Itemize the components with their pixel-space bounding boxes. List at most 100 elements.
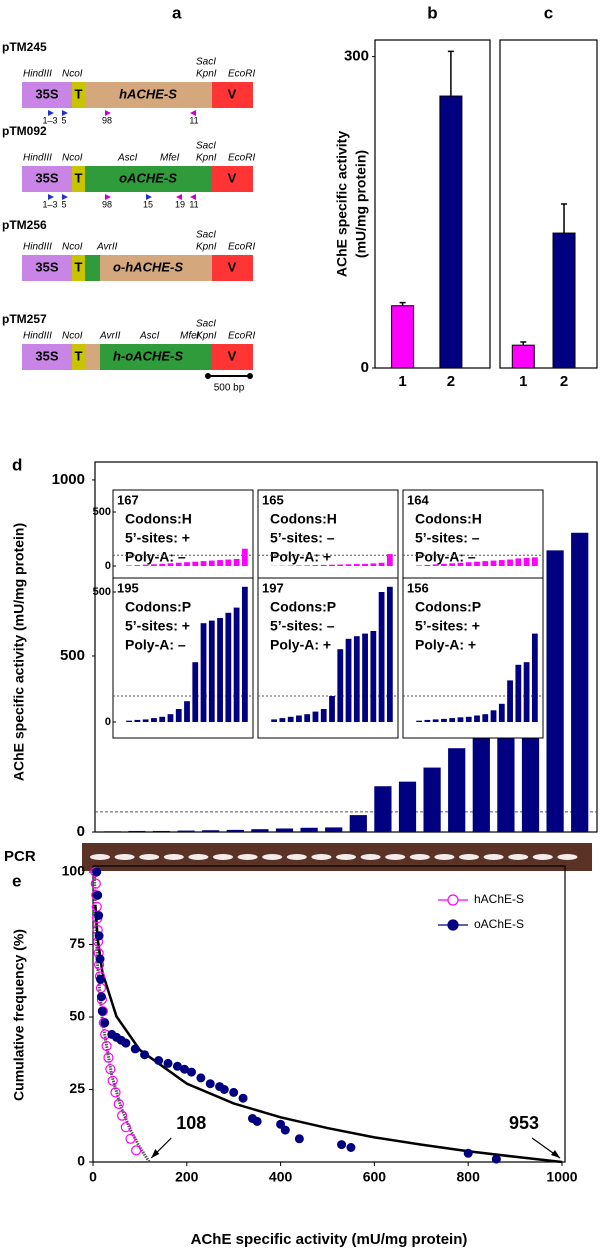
bar bbox=[279, 718, 286, 722]
data-point bbox=[91, 901, 102, 912]
primer-label: 98 bbox=[102, 199, 112, 209]
bar bbox=[439, 95, 463, 369]
restriction-site: AscI bbox=[117, 153, 138, 164]
gel-band bbox=[385, 854, 406, 860]
bar bbox=[424, 564, 431, 566]
gel-band bbox=[163, 854, 184, 860]
promoter bbox=[22, 82, 72, 108]
gel-band bbox=[459, 854, 479, 860]
restriction-site: KpnI bbox=[196, 153, 217, 164]
inset-text: Codons:H bbox=[415, 511, 482, 527]
bar bbox=[571, 532, 589, 832]
bar bbox=[304, 565, 311, 566]
restriction-site: HindIII bbox=[23, 242, 52, 253]
data-point bbox=[229, 1087, 239, 1097]
terminator bbox=[212, 344, 253, 370]
inset-text: 5’-sites: + bbox=[125, 530, 190, 546]
restriction-site: NcoI bbox=[62, 331, 83, 342]
primer-label: 19 bbox=[175, 199, 185, 209]
y-tick-label: 500 bbox=[93, 506, 111, 518]
restriction-site: HindIII bbox=[23, 153, 52, 164]
bar bbox=[498, 560, 505, 566]
gel-band bbox=[237, 854, 258, 860]
bar bbox=[151, 718, 157, 722]
bar bbox=[416, 720, 423, 722]
annotation: 953 bbox=[509, 1113, 539, 1133]
data-point bbox=[130, 1044, 140, 1054]
primer-label: 11 bbox=[189, 115, 198, 125]
restriction-site: NcoI bbox=[62, 242, 83, 253]
y-tick-label: 50 bbox=[69, 1008, 85, 1024]
restriction-site: AvrII bbox=[99, 331, 121, 342]
data-point bbox=[121, 1038, 131, 1048]
bar bbox=[159, 563, 166, 566]
bar bbox=[531, 557, 538, 566]
primer-arrow bbox=[48, 194, 54, 200]
scale-end bbox=[205, 373, 211, 379]
bar bbox=[287, 716, 294, 722]
gene-label: o-hACHE-S bbox=[113, 259, 183, 274]
bar bbox=[177, 830, 195, 832]
annotation-arrowhead bbox=[551, 1150, 560, 1158]
bar bbox=[192, 561, 199, 566]
annotation-arrowhead bbox=[151, 1149, 160, 1158]
bar bbox=[233, 607, 240, 722]
promoter-label: 35S bbox=[35, 86, 58, 101]
bar bbox=[441, 563, 447, 566]
data-point bbox=[116, 1110, 128, 1121]
restriction-site: EcoRI bbox=[228, 69, 255, 80]
data-point bbox=[280, 1125, 290, 1135]
restriction-site: SacI bbox=[196, 319, 216, 330]
data-point bbox=[131, 1145, 142, 1156]
inset-text: Codons:P bbox=[415, 599, 481, 615]
inset-text: Codons:H bbox=[125, 511, 192, 527]
data-point bbox=[219, 1085, 229, 1094]
bar bbox=[126, 565, 133, 566]
bar bbox=[498, 703, 505, 722]
bar bbox=[167, 563, 174, 566]
data-point bbox=[101, 1040, 112, 1052]
bar bbox=[128, 830, 146, 832]
bar bbox=[432, 719, 439, 722]
restriction-site: MfeI bbox=[180, 331, 200, 342]
data-point bbox=[154, 1056, 164, 1065]
primer-arrow bbox=[190, 194, 196, 200]
panel-label: a bbox=[172, 3, 182, 22]
gel-band bbox=[434, 854, 455, 860]
error-bar bbox=[561, 203, 568, 234]
gel-band bbox=[360, 854, 381, 860]
gel-band bbox=[557, 854, 578, 860]
terminator-label: V bbox=[228, 86, 237, 101]
restriction-site: SacI bbox=[196, 141, 216, 152]
primer-arrow bbox=[105, 110, 111, 116]
panel-label: d bbox=[12, 455, 22, 474]
leader bbox=[72, 344, 85, 370]
bar bbox=[515, 558, 522, 566]
gene-segment bbox=[100, 344, 212, 370]
y-axis-label: AChE specific activity bbox=[334, 131, 350, 277]
gel-band bbox=[213, 854, 233, 860]
bar bbox=[349, 815, 367, 832]
legend-label: hAChE-S bbox=[474, 892, 524, 906]
gel-band bbox=[508, 854, 529, 860]
bar bbox=[300, 827, 318, 832]
terminator-label: V bbox=[228, 170, 237, 185]
x-tick-label: 600 bbox=[363, 1169, 387, 1185]
x-tick-label: 1000 bbox=[546, 1169, 577, 1185]
promoter bbox=[22, 344, 72, 370]
promoter-label: 35S bbox=[35, 170, 58, 185]
bar bbox=[329, 696, 335, 722]
construct-name: pTM257 bbox=[2, 312, 47, 326]
bar bbox=[225, 612, 232, 722]
x-tick-label: 2 bbox=[560, 373, 568, 390]
scale-bar-label: 500 bp bbox=[214, 383, 245, 394]
inset-text: Poly-A: – bbox=[125, 549, 186, 565]
data-point bbox=[186, 1067, 196, 1077]
data-point bbox=[110, 1087, 121, 1098]
bar bbox=[345, 564, 352, 566]
bar bbox=[134, 565, 141, 566]
leader-label: T bbox=[75, 170, 83, 185]
restriction-site: NcoI bbox=[62, 153, 83, 164]
bar bbox=[457, 717, 464, 722]
restriction-site: KpnI bbox=[196, 69, 217, 80]
